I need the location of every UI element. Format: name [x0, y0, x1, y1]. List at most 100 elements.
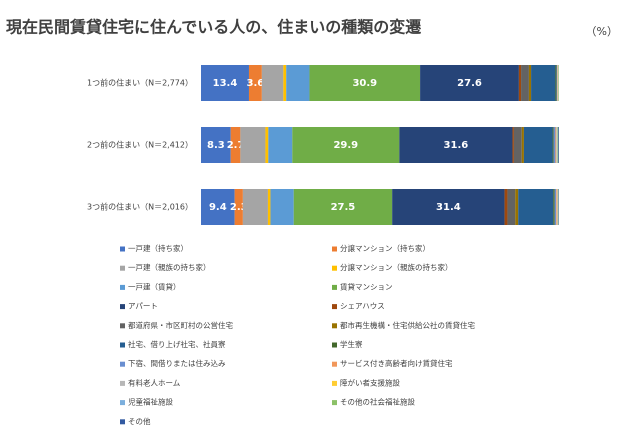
bar-segment	[556, 189, 557, 225]
bar-segment	[518, 189, 554, 225]
legend-swatch	[332, 246, 337, 252]
bar-segment	[512, 127, 514, 163]
unit-label: （%）	[586, 25, 618, 38]
bar-segment	[521, 65, 529, 101]
legend-swatch	[120, 284, 125, 290]
bar-segment	[240, 127, 266, 163]
legend-swatch	[332, 400, 337, 406]
legend-label: 一戸建（親族の持ち家）	[128, 262, 211, 272]
bar-segment	[283, 65, 287, 101]
legend-label: シェアハウス	[340, 302, 385, 311]
bar-segment	[557, 127, 559, 163]
bar-segment	[513, 127, 522, 163]
data-label: 29.9	[333, 140, 358, 151]
legend-label: 児童福祉施設	[128, 397, 173, 407]
bar-segment	[531, 65, 556, 101]
bar-segment	[234, 189, 243, 225]
chart-title: 現在民間賃貸住宅に住んでいる人の、住まいの種類の変遷	[6, 18, 421, 37]
legend-label: その他	[128, 416, 151, 426]
bar-segment	[201, 189, 235, 225]
legend-swatch	[332, 284, 337, 290]
bar-segment	[201, 65, 249, 101]
data-label: 2.3	[230, 202, 248, 213]
legend-swatch	[120, 323, 125, 329]
data-label: 27.6	[457, 78, 482, 89]
bar-segment	[553, 189, 555, 225]
data-label: 31.4	[436, 202, 461, 213]
bar-segment	[399, 127, 513, 163]
bar-segment	[230, 127, 241, 163]
legend-label: 一戸建（持ち家）	[128, 243, 188, 253]
data-label: 27.5	[331, 202, 356, 213]
legend-label: 分譲マンション（親族の持ち家）	[340, 262, 453, 272]
legend-swatch	[120, 342, 125, 348]
bar-segment	[558, 127, 559, 163]
data-label: 30.9	[352, 78, 377, 89]
category-label: 3つ前の住まい（N＝2,016）	[87, 202, 193, 212]
legend-label: 都市再生機構・住宅供給公社の賃貸住宅	[340, 320, 475, 330]
bar-segment	[556, 127, 557, 163]
legend-label: 下宿、間借りまたは住み込み	[128, 358, 226, 368]
bar-segment	[286, 65, 310, 101]
bar-segment	[292, 127, 400, 163]
legend-swatch	[120, 380, 125, 386]
legend-swatch	[332, 380, 337, 386]
bar-segment	[261, 65, 284, 101]
legend-label: 一戸建（賃貸）	[128, 281, 181, 291]
bar-segment	[242, 189, 268, 225]
bar-segment	[554, 189, 557, 225]
data-label: 31.6	[444, 140, 469, 151]
bar-segment	[267, 189, 271, 225]
legend-swatch	[120, 265, 125, 271]
bar-segment	[268, 127, 293, 163]
legend-swatch	[120, 246, 125, 252]
bar-segment	[270, 189, 294, 225]
legend-label: 賃貸マンション	[340, 281, 393, 291]
data-label: 3.6	[247, 78, 265, 89]
bar-segment	[555, 127, 557, 163]
legend-swatch	[120, 304, 125, 310]
bar-segment	[265, 127, 269, 163]
legend-swatch	[332, 304, 337, 310]
bar-segment	[507, 189, 516, 225]
bar-segment	[521, 127, 524, 163]
bar-segment	[556, 189, 558, 225]
legend-label: サービス付き高齢者向け賃貸住宅	[340, 358, 453, 368]
legend-swatch	[120, 400, 125, 406]
legend-label: その他の社会福祉施設	[340, 397, 415, 407]
bar-segment	[293, 189, 393, 225]
legend-swatch	[332, 342, 337, 348]
legend-label: 分譲マンション（持ち家）	[340, 243, 430, 253]
legend-swatch	[332, 265, 337, 271]
bar-segment	[504, 189, 508, 225]
category-label: 1つ前の住まい（N＝2,774）	[87, 78, 193, 88]
bar-segment	[248, 65, 262, 101]
bar-segment	[201, 127, 231, 163]
legend-label: 都道府県・市区町村の公営住宅	[128, 320, 233, 330]
bar-segment	[556, 65, 558, 101]
bar-segment	[392, 189, 505, 225]
data-label: 13.4	[213, 78, 238, 89]
bar-segment	[420, 65, 519, 101]
legend-swatch	[332, 361, 337, 367]
bar-segment	[553, 127, 556, 163]
bar-segment	[552, 127, 554, 163]
data-label: 2.7	[227, 140, 245, 151]
category-label: 2つ前の住まい（N＝2,412）	[87, 140, 193, 150]
legend-swatch	[120, 361, 125, 367]
legend-label: アパート	[128, 302, 158, 311]
data-label: 8.3	[207, 140, 225, 151]
legend-label: 学生寮	[340, 339, 363, 349]
bar-segment	[523, 127, 553, 163]
legend-swatch	[332, 323, 337, 329]
bar-segment	[515, 189, 519, 225]
data-label: 9.4	[209, 202, 227, 213]
bar-segment	[528, 65, 532, 101]
bar-segment	[309, 65, 421, 101]
legend-label: 有料老人ホーム	[128, 377, 180, 387]
legend-label: 社宅、借り上げ社宅、社員寮	[128, 339, 226, 349]
legend-label: 障がい者支援施設	[340, 377, 400, 387]
legend-swatch	[120, 419, 125, 425]
bar-segment	[518, 65, 522, 101]
